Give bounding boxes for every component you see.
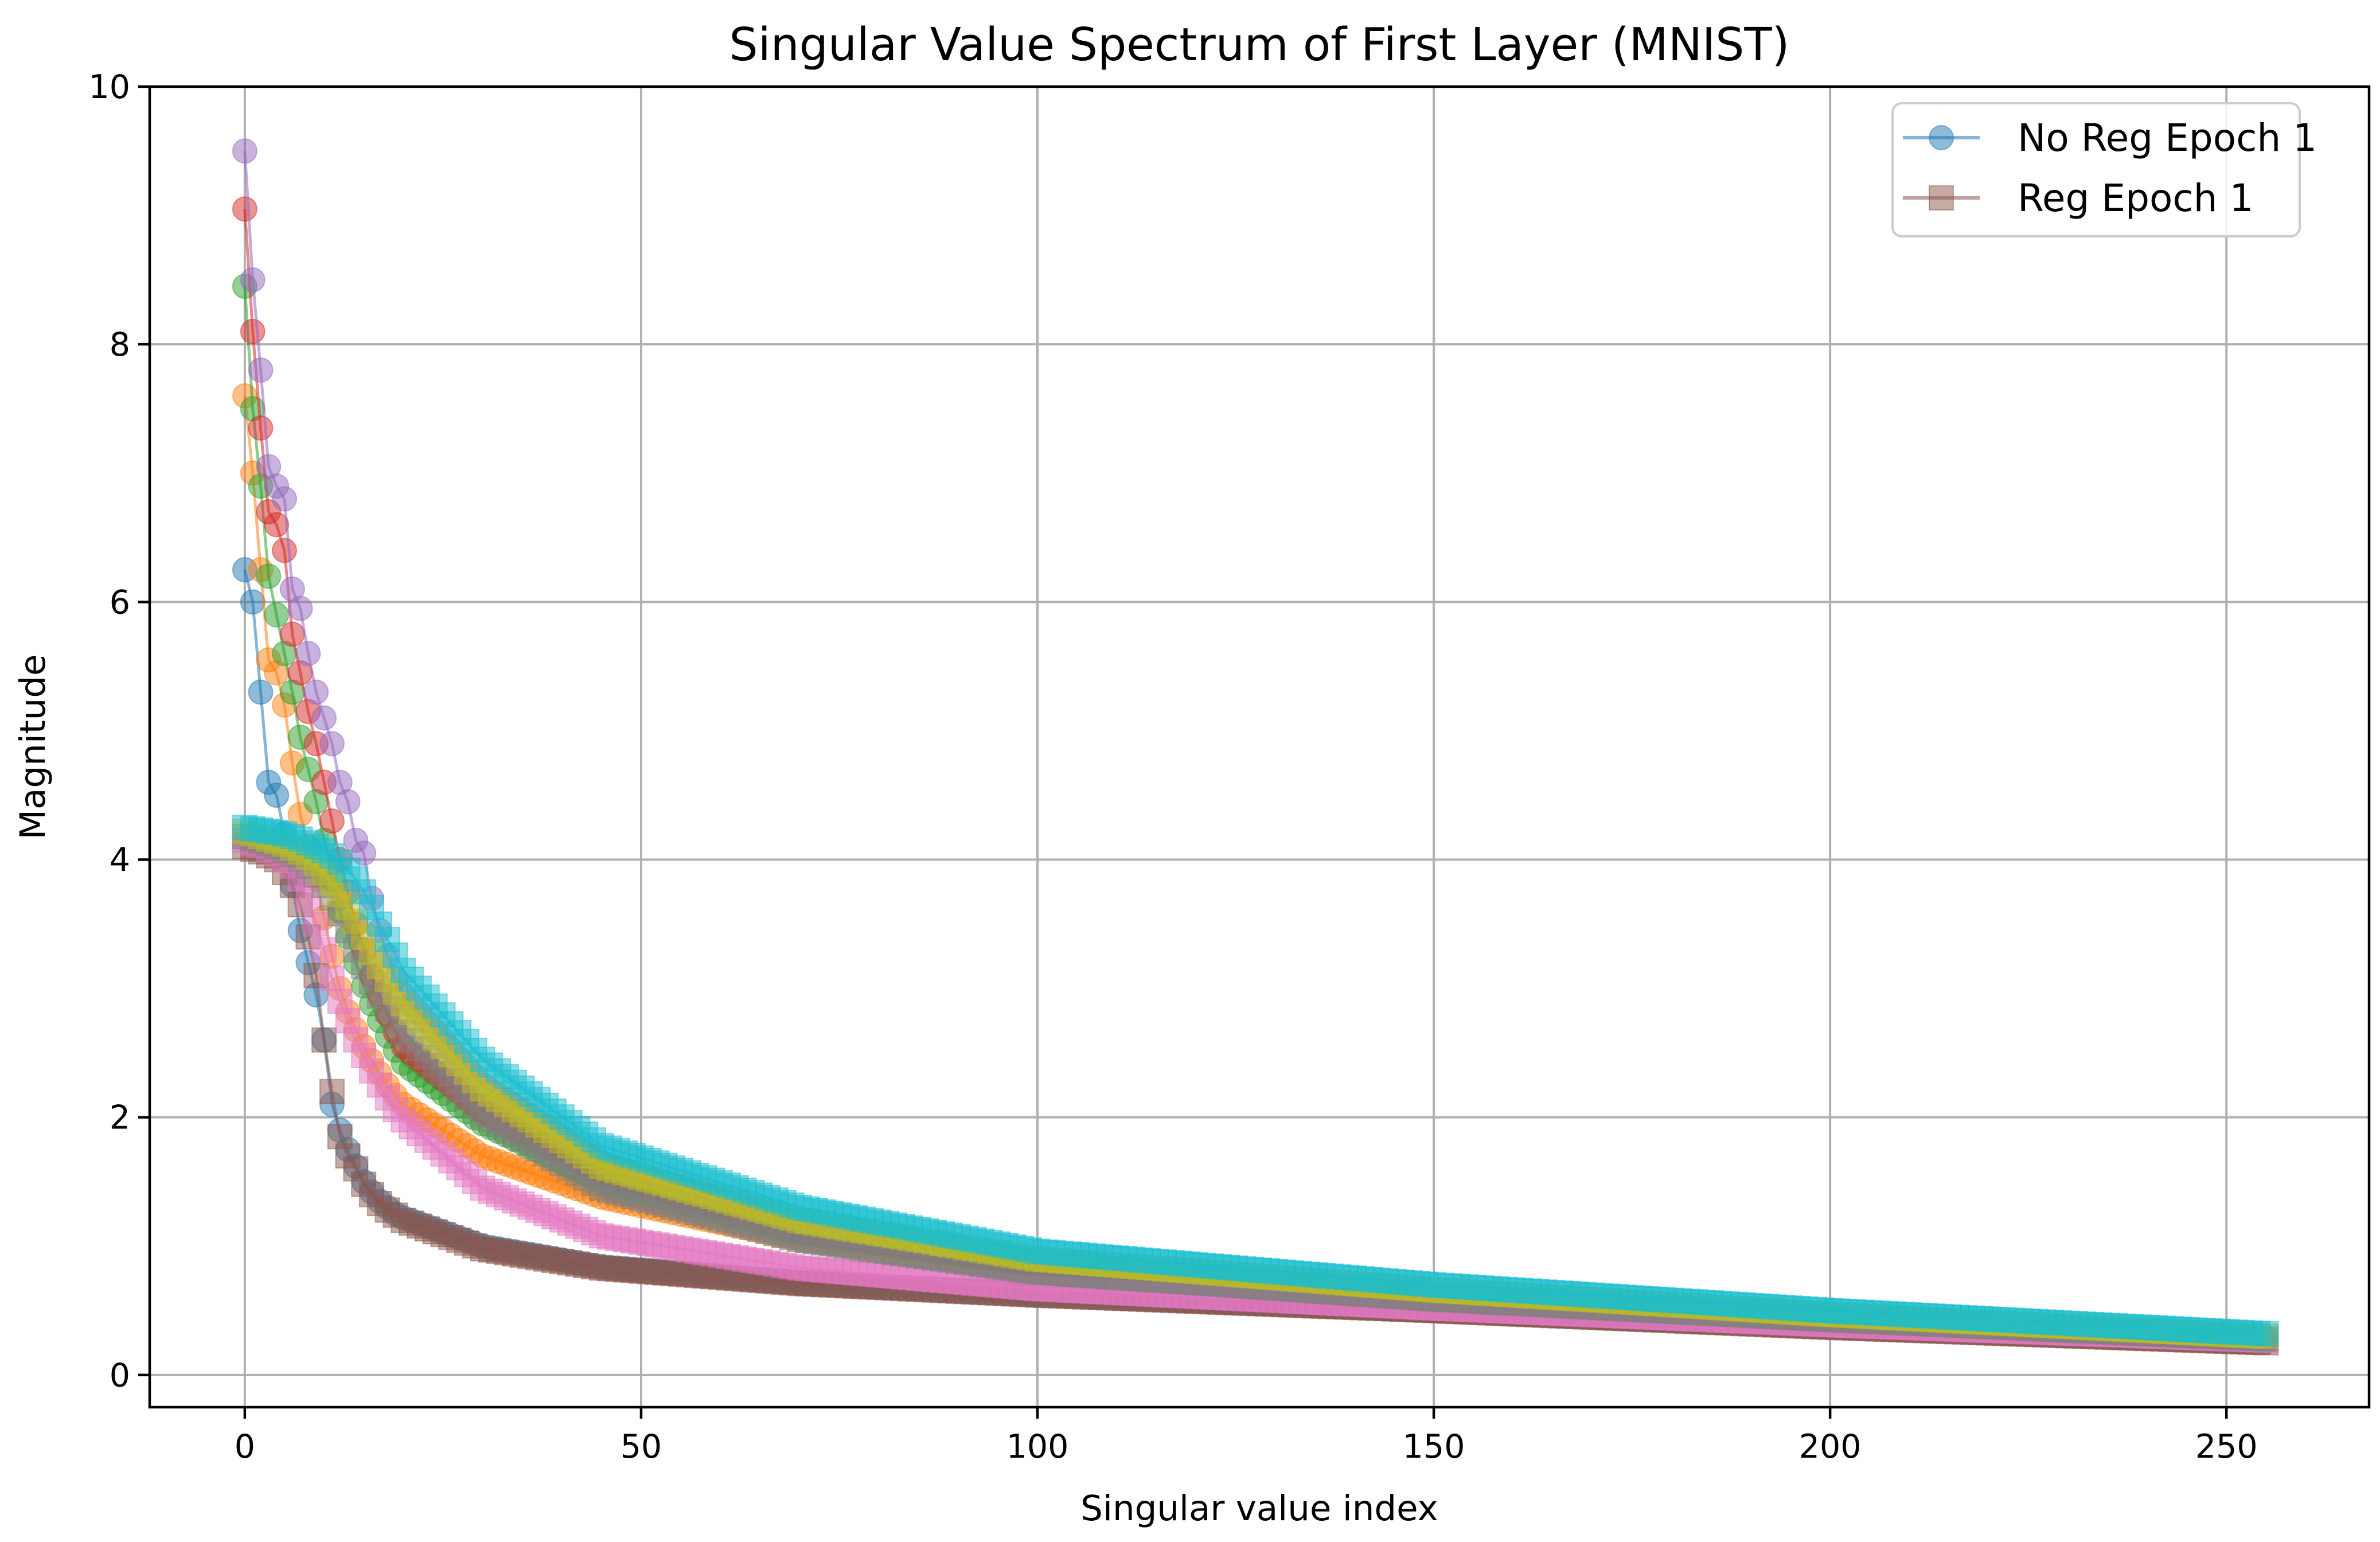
legend-label: Reg Epoch 1 — [2018, 176, 2253, 220]
legend: No Reg Epoch 1 Reg Epoch 1 — [1891, 102, 2317, 237]
y-tick-label: 4 — [110, 842, 130, 879]
legend-entry: No Reg Epoch 1 — [1903, 116, 2317, 160]
y-tick-label: 6 — [110, 583, 130, 621]
x-tick-label: 100 — [1006, 1428, 1069, 1466]
data-point — [319, 965, 345, 991]
x-tick-label: 0 — [235, 1428, 255, 1466]
data-point — [264, 512, 290, 538]
legend-box — [1891, 102, 2301, 237]
plot-frame — [148, 85, 2371, 1409]
y-tick-label: 0 — [110, 1357, 130, 1395]
data-point — [319, 731, 345, 757]
legend-marker — [1929, 185, 1954, 211]
x-axis-label: Singular value index — [1080, 1488, 1438, 1529]
data-point — [248, 415, 274, 441]
data-point — [319, 1078, 345, 1104]
data-point — [295, 641, 321, 667]
data-point — [240, 267, 266, 293]
data-point — [287, 595, 313, 621]
data-point — [248, 679, 274, 705]
data-point — [335, 789, 361, 815]
y-axis-label: Magnitude — [13, 654, 53, 839]
x-tick-label: 250 — [2195, 1428, 2258, 1466]
x-tick-label: 200 — [1799, 1428, 1862, 1466]
grid-lines — [150, 85, 2369, 1407]
data-point — [2253, 1321, 2279, 1346]
data-point — [240, 589, 266, 615]
data-point — [311, 937, 337, 963]
data-point — [311, 1027, 337, 1053]
data-point — [303, 679, 329, 705]
data-point — [248, 357, 274, 383]
data-point — [271, 538, 297, 563]
y-tick-label: 2 — [110, 1099, 130, 1137]
y-tick-label: 10 — [88, 68, 130, 106]
legend-marker — [1929, 125, 1954, 150]
data-series — [232, 138, 2279, 1356]
data-point — [264, 602, 290, 628]
data-point — [319, 808, 345, 834]
data-point — [240, 318, 266, 344]
data-point — [279, 621, 305, 647]
y-tick-label: 8 — [110, 326, 130, 364]
x-tick-label: 50 — [621, 1428, 662, 1466]
data-point — [232, 138, 257, 164]
axis-ticks: 0 50 100 150 200 250 0 2 4 6 8 10 — [88, 68, 2257, 1466]
legend-entry: Reg Epoch 1 — [1903, 176, 2253, 220]
data-point — [232, 196, 257, 222]
legend-label: No Reg Epoch 1 — [2018, 116, 2317, 160]
series-1 — [232, 557, 2279, 1354]
chart-title: Singular Value Spectrum of First Layer (… — [729, 18, 1790, 71]
x-tick-label: 150 — [1403, 1428, 1465, 1466]
data-point — [311, 705, 337, 731]
data-point — [271, 486, 297, 512]
data-point — [256, 563, 282, 589]
series-3 — [232, 274, 2279, 1352]
data-point — [264, 782, 290, 808]
series-10 — [232, 815, 2279, 1346]
data-point — [303, 911, 329, 937]
